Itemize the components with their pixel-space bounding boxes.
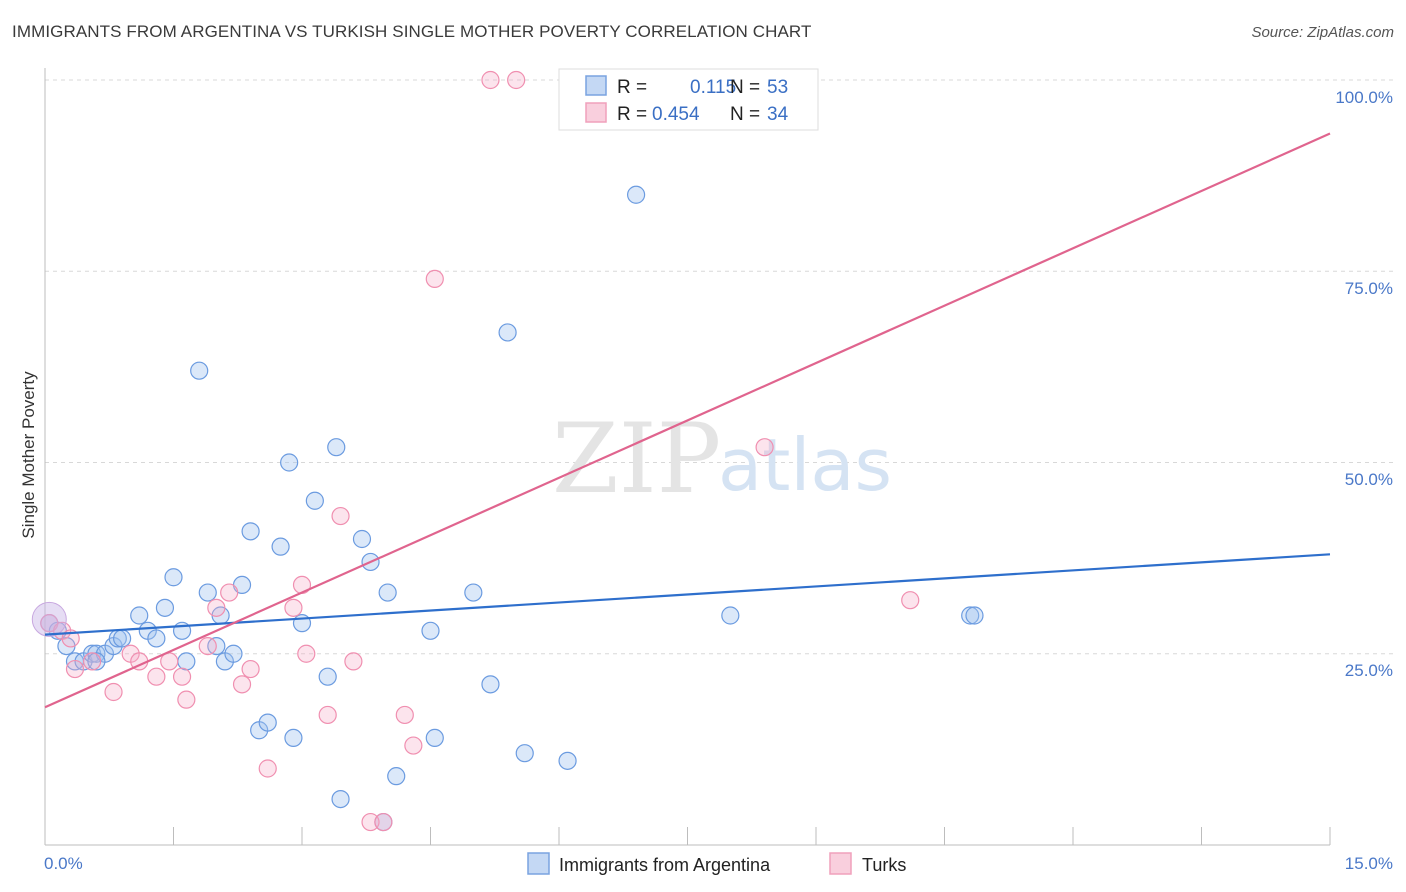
legend-swatch-argentina <box>527 852 550 875</box>
point-argentina-19 <box>198 583 217 602</box>
point-argentina-41 <box>421 621 440 640</box>
watermark-zip: ZIP <box>552 403 721 515</box>
point-turks-12 <box>198 636 217 656</box>
legend-label-turks: Turks <box>862 855 906 875</box>
point-turks-25 <box>374 812 393 832</box>
point-argentina-46 <box>558 751 577 770</box>
point-argentina-39 <box>378 583 397 602</box>
point-argentina-14 <box>155 598 175 617</box>
point-turks-3 <box>65 659 85 679</box>
stats-n-label-2: N = <box>730 104 760 125</box>
point-argentina-30 <box>284 728 303 748</box>
point-argentina-51 <box>498 323 517 342</box>
point-turks-10 <box>172 667 192 686</box>
point-turks-23 <box>344 652 363 671</box>
point-turks-4 <box>83 652 102 671</box>
point-turks-28 <box>425 269 444 288</box>
point-turks-26 <box>395 705 414 725</box>
point-argentina-33 <box>318 667 337 686</box>
point-argentina-25 <box>241 522 260 541</box>
point-turks-15 <box>232 675 252 694</box>
point-cluster-overlap <box>31 601 67 637</box>
point-turks-32 <box>755 438 774 457</box>
point-argentina-15 <box>164 568 183 587</box>
point-argentina-42 <box>425 728 444 748</box>
stats-n-value-1: 53 <box>767 77 788 98</box>
point-turks-24 <box>361 812 380 832</box>
point-argentina-32 <box>305 491 324 510</box>
point-argentina-18 <box>190 361 209 380</box>
stats-swatch-turks <box>585 102 607 123</box>
point-turks-5 <box>104 682 123 702</box>
y-axis-label: Single Mother Poverty <box>19 371 38 539</box>
watermark: ZIP atlas <box>552 403 892 515</box>
point-argentina-47 <box>626 185 646 204</box>
point-turks-17 <box>258 759 277 778</box>
point-argentina-45 <box>515 744 534 763</box>
legend-label-argentina: Immigrants from Argentina <box>559 855 771 875</box>
legend-swatch-turks <box>829 852 852 875</box>
point-argentina-17 <box>177 652 196 671</box>
point-argentina-48 <box>721 606 740 625</box>
stats-n-label-1: N = <box>730 77 760 98</box>
watermark-atlas: atlas <box>718 423 892 507</box>
point-argentina-23 <box>224 644 243 663</box>
point-turks-13 <box>207 598 226 617</box>
point-argentina-35 <box>331 789 350 809</box>
point-argentina-49 <box>961 606 980 625</box>
point-argentina-11 <box>130 606 149 625</box>
series-1-points <box>40 70 920 832</box>
axes <box>44 68 1331 846</box>
point-turks-20 <box>297 644 316 663</box>
stats-r-value-1: 0.115 <box>690 77 736 98</box>
point-argentina-43 <box>464 583 483 602</box>
point-turks-29 <box>481 70 500 90</box>
point-turks-16 <box>241 659 260 679</box>
point-turks-11 <box>177 690 196 709</box>
y-tick-label-0: 100.0% <box>1335 88 1393 107</box>
point-argentina-27 <box>258 713 277 732</box>
stats-swatch-argentina <box>585 75 607 96</box>
stats-r-label-2: R = <box>617 104 647 125</box>
chart-title: IMMIGRANTS FROM ARGENTINA VS TURKISH SIN… <box>12 22 812 41</box>
series-0-points <box>40 185 984 832</box>
x-tick-label-1: 15.0% <box>1345 854 1393 873</box>
point-turks-30 <box>507 70 526 90</box>
point-turks-14 <box>220 583 239 602</box>
point-turks-33 <box>901 591 920 610</box>
trendline-argentina <box>44 553 1331 636</box>
point-argentina-28 <box>271 537 290 556</box>
point-argentina-50 <box>965 606 984 625</box>
point-turks-22 <box>331 506 350 526</box>
point-turks-21 <box>318 705 337 725</box>
point-argentina-13 <box>147 629 166 648</box>
legend: Immigrants from Argentina Turks <box>527 852 906 875</box>
y-tick-label-2: 50.0% <box>1345 470 1393 489</box>
point-argentina-34 <box>327 438 346 457</box>
point-argentina-52 <box>87 652 106 671</box>
stats-n-value-2: 34 <box>767 104 789 125</box>
point-turks-27 <box>404 736 423 755</box>
stats-r-value-2: 0.454 <box>652 104 700 125</box>
point-argentina-40 <box>387 767 406 786</box>
y-tick-label-1: 75.0% <box>1345 279 1393 298</box>
stats-r-label-1: R = <box>617 77 647 98</box>
point-argentina-36 <box>352 529 372 549</box>
point-argentina-10 <box>112 629 132 648</box>
point-argentina-44 <box>481 675 500 694</box>
source-credit: Source: ZipAtlas.com <box>1251 24 1394 41</box>
stats-box: R = 0.115 N = 53 R = 0.454 N = 34 <box>558 68 819 131</box>
point-turks-18 <box>284 598 303 617</box>
x-tick-label-0: 0.0% <box>44 854 83 873</box>
point-turks-8 <box>147 667 166 686</box>
gridlines <box>45 79 1395 655</box>
y-tick-label-3: 25.0% <box>1345 661 1393 680</box>
point-argentina-29 <box>280 453 299 472</box>
trendline-turks <box>44 132 1331 709</box>
